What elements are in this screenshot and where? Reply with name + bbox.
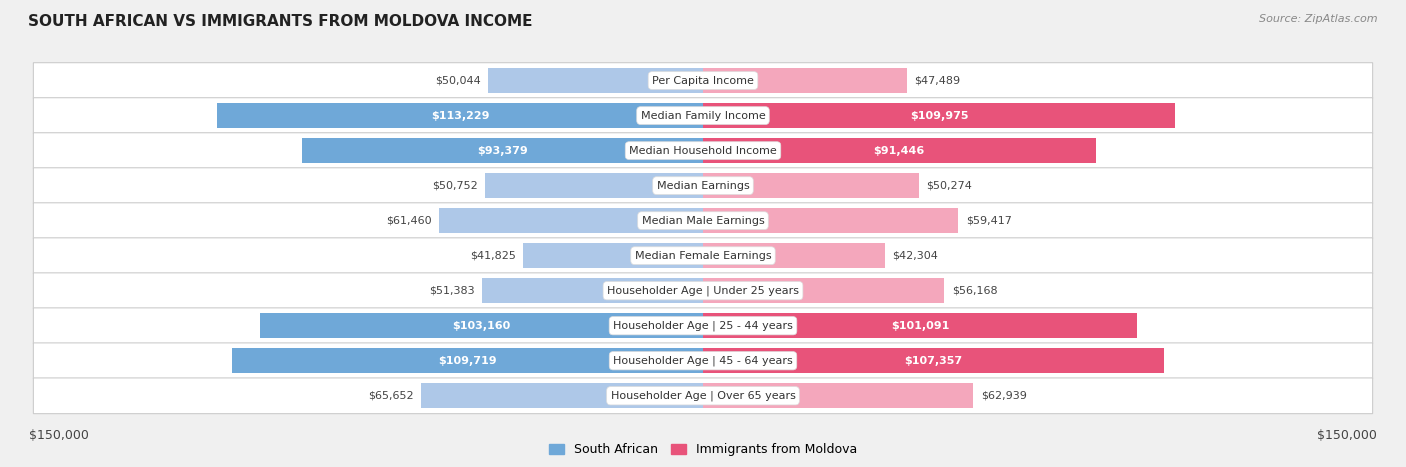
Bar [703, 138, 1095, 163]
Text: $107,357: $107,357 [904, 356, 963, 366]
Text: $62,939: $62,939 [981, 391, 1026, 401]
Text: $113,229: $113,229 [430, 111, 489, 120]
Bar [703, 173, 918, 198]
Bar [523, 243, 703, 268]
Text: SOUTH AFRICAN VS IMMIGRANTS FROM MOLDOVA INCOME: SOUTH AFRICAN VS IMMIGRANTS FROM MOLDOVA… [28, 14, 533, 29]
Text: $56,168: $56,168 [952, 286, 997, 296]
Text: $51,383: $51,383 [429, 286, 475, 296]
Text: $47,489: $47,489 [914, 76, 960, 85]
Bar [488, 68, 703, 93]
Bar [703, 348, 1164, 374]
Bar [217, 103, 703, 128]
FancyBboxPatch shape [34, 378, 1372, 414]
Text: Householder Age | 45 - 64 years: Householder Age | 45 - 64 years [613, 355, 793, 366]
Text: $101,091: $101,091 [891, 321, 949, 331]
Text: $50,752: $50,752 [432, 181, 478, 191]
Text: Householder Age | 25 - 44 years: Householder Age | 25 - 44 years [613, 320, 793, 331]
Text: $61,460: $61,460 [385, 216, 432, 226]
Text: $93,379: $93,379 [477, 146, 529, 156]
Text: Median Household Income: Median Household Income [628, 146, 778, 156]
Bar [703, 208, 957, 233]
Bar [703, 103, 1175, 128]
Bar [302, 138, 703, 163]
Text: $59,417: $59,417 [966, 216, 1012, 226]
FancyBboxPatch shape [34, 343, 1372, 379]
Legend: South African, Immigrants from Moldova: South African, Immigrants from Moldova [544, 439, 862, 461]
FancyBboxPatch shape [34, 168, 1372, 204]
FancyBboxPatch shape [34, 308, 1372, 344]
Bar [703, 313, 1137, 338]
Text: Householder Age | Under 25 years: Householder Age | Under 25 years [607, 285, 799, 296]
FancyBboxPatch shape [34, 203, 1372, 239]
Text: Median Family Income: Median Family Income [641, 111, 765, 120]
Text: $109,719: $109,719 [439, 356, 496, 366]
Text: Median Earnings: Median Earnings [657, 181, 749, 191]
Text: Householder Age | Over 65 years: Householder Age | Over 65 years [610, 390, 796, 401]
Text: $50,274: $50,274 [927, 181, 973, 191]
Bar [260, 313, 703, 338]
Bar [703, 68, 907, 93]
Bar [703, 243, 884, 268]
Text: $42,304: $42,304 [893, 251, 938, 261]
Text: $103,160: $103,160 [453, 321, 510, 331]
Text: $91,446: $91,446 [873, 146, 925, 156]
Bar [439, 208, 703, 233]
Text: $65,652: $65,652 [368, 391, 413, 401]
Bar [482, 278, 703, 304]
FancyBboxPatch shape [34, 63, 1372, 99]
Bar [422, 383, 703, 408]
FancyBboxPatch shape [34, 238, 1372, 274]
Text: $41,825: $41,825 [470, 251, 516, 261]
Text: Source: ZipAtlas.com: Source: ZipAtlas.com [1260, 14, 1378, 24]
Text: Median Female Earnings: Median Female Earnings [634, 251, 772, 261]
Bar [703, 383, 973, 408]
Bar [703, 278, 943, 304]
Text: $50,044: $50,044 [434, 76, 481, 85]
Bar [232, 348, 703, 374]
FancyBboxPatch shape [34, 273, 1372, 309]
Text: Median Male Earnings: Median Male Earnings [641, 216, 765, 226]
Bar [485, 173, 703, 198]
Text: $109,975: $109,975 [910, 111, 969, 120]
FancyBboxPatch shape [34, 98, 1372, 134]
Text: Per Capita Income: Per Capita Income [652, 76, 754, 85]
FancyBboxPatch shape [34, 133, 1372, 169]
